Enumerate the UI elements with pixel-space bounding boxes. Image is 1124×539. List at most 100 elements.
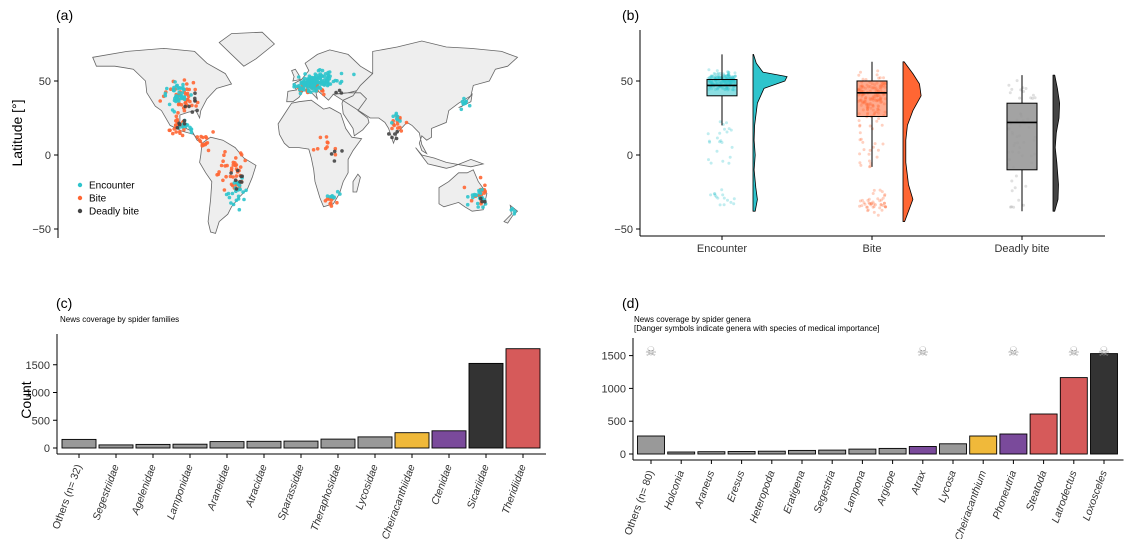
jitter-point bbox=[1010, 189, 1014, 193]
bar-category-label: Sparassidae bbox=[276, 463, 307, 522]
jitter-point bbox=[730, 145, 734, 149]
map-point-bite bbox=[193, 87, 197, 92]
bar-category-label: Segestriidae bbox=[91, 463, 122, 522]
jitter-point bbox=[723, 76, 727, 80]
bar-category-label: Segestria bbox=[812, 469, 839, 515]
danger-symbol: ☠ bbox=[917, 344, 929, 359]
map-point-deadly-bite bbox=[337, 88, 342, 93]
map-point-bite bbox=[188, 99, 192, 104]
map-point-encounter bbox=[174, 84, 179, 88]
map-point-encounter bbox=[394, 113, 398, 117]
bar-category-label: Eratigena bbox=[781, 469, 808, 515]
jitter-point bbox=[725, 74, 729, 78]
map-point-bite bbox=[205, 141, 210, 145]
map-point-bite bbox=[483, 189, 488, 194]
map-point-encounter bbox=[231, 202, 236, 207]
map-point-bite bbox=[219, 163, 224, 168]
map-point-deadly-bite bbox=[183, 104, 187, 109]
violin-y-tick-label: 0 bbox=[627, 150, 633, 162]
jitter-point bbox=[1014, 174, 1018, 178]
bar-holconia bbox=[667, 451, 696, 455]
jitter-point bbox=[729, 128, 733, 132]
map-y-title: Latitude [°] bbox=[9, 99, 25, 166]
jitter-point bbox=[867, 197, 871, 201]
bar-category-label: Holconia bbox=[662, 469, 687, 512]
map-point-encounter bbox=[306, 83, 310, 88]
map-point-bite bbox=[175, 119, 179, 123]
bar-category-label: Araneus bbox=[692, 468, 717, 510]
map-point-deadly-bite bbox=[182, 122, 187, 126]
map-point-bite bbox=[200, 142, 205, 147]
map-point-bite bbox=[185, 87, 189, 91]
map-point-deadly-bite bbox=[193, 96, 197, 101]
map-point-bite bbox=[328, 201, 333, 205]
map-point-encounter bbox=[241, 190, 245, 194]
jitter-point bbox=[725, 76, 728, 80]
map-point-deadly-bite bbox=[332, 159, 337, 163]
jitter-point bbox=[717, 74, 721, 78]
jitter-point bbox=[723, 127, 726, 131]
map-point-bite bbox=[216, 172, 221, 177]
map-point-encounter bbox=[333, 78, 338, 83]
map-point-encounter bbox=[302, 80, 307, 85]
jitter-point bbox=[876, 148, 880, 152]
jitter-point bbox=[716, 72, 720, 75]
map-point-bite bbox=[404, 120, 409, 125]
jitter-point bbox=[732, 202, 736, 206]
map-point-encounter bbox=[234, 198, 239, 203]
danger-symbol: ☠ bbox=[1068, 344, 1080, 359]
jitter-point bbox=[874, 203, 877, 207]
map-point-deadly-bite bbox=[394, 136, 399, 141]
bar-category-label: Loxosceles bbox=[1081, 468, 1110, 522]
jitter-point bbox=[726, 73, 730, 77]
jitter-point bbox=[881, 142, 885, 146]
map-point-encounter bbox=[316, 68, 321, 73]
map-point-bite bbox=[333, 146, 338, 151]
map-point-bite bbox=[223, 150, 227, 154]
jitter-point bbox=[717, 76, 721, 80]
jitter-point bbox=[712, 192, 716, 196]
map-point-encounter bbox=[299, 80, 304, 84]
map-point-encounter bbox=[481, 205, 485, 209]
bar-agelenidae bbox=[135, 443, 171, 449]
jitter-point bbox=[858, 124, 862, 128]
jitter-point bbox=[1029, 96, 1033, 100]
jitter-point bbox=[865, 205, 869, 209]
jitter-point bbox=[727, 71, 731, 75]
map-point-bite bbox=[396, 126, 400, 130]
jitter-point bbox=[720, 188, 724, 192]
jitter-point bbox=[716, 196, 720, 200]
map-point-bite bbox=[322, 92, 326, 97]
jitter-point bbox=[870, 202, 873, 206]
map-point-deadly-bite bbox=[177, 121, 181, 126]
map-point-encounter bbox=[180, 91, 185, 95]
map-point-encounter bbox=[325, 79, 330, 83]
jitter-point bbox=[875, 155, 879, 159]
map-point-deadly-bite bbox=[339, 91, 344, 95]
jitter-point bbox=[717, 75, 721, 79]
jitter-point bbox=[715, 149, 719, 153]
jitter-point bbox=[723, 75, 727, 79]
jitter-point bbox=[724, 74, 728, 78]
jitter-point bbox=[878, 76, 882, 80]
jitter-point bbox=[1017, 198, 1021, 202]
legend-marker bbox=[77, 182, 83, 188]
map-point-encounter bbox=[475, 201, 480, 206]
jitter-point bbox=[866, 198, 870, 202]
jitter-point bbox=[715, 136, 719, 140]
jitter-point bbox=[710, 75, 714, 79]
jitter-point bbox=[730, 76, 734, 80]
jitter-point bbox=[860, 198, 864, 202]
map-point-encounter bbox=[338, 192, 342, 196]
jitter-point bbox=[858, 161, 862, 165]
legend-marker bbox=[77, 195, 83, 201]
jitter-point bbox=[718, 76, 721, 80]
jitter-point bbox=[728, 75, 732, 79]
bar-latrodectus bbox=[1059, 377, 1088, 455]
map-point-encounter bbox=[463, 101, 468, 106]
bar-lycosa bbox=[939, 443, 967, 455]
bar-category-label: Others (n= 32) bbox=[50, 463, 85, 531]
map-point-encounter bbox=[171, 88, 176, 93]
legend-marker bbox=[77, 208, 83, 214]
panel-c-label: (c) bbox=[56, 295, 72, 311]
